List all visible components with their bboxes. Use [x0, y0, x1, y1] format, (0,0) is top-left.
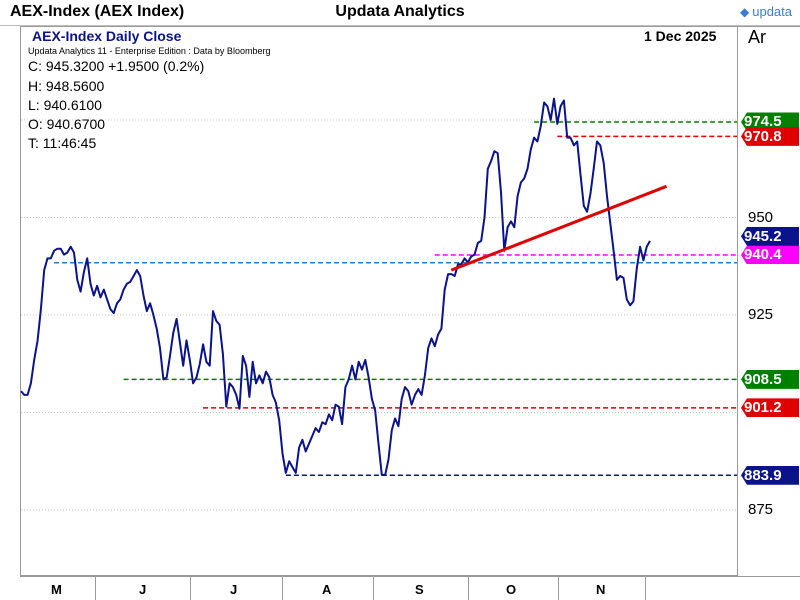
price-line [20, 97, 651, 476]
updata-logo: ◆ updata [740, 4, 792, 19]
updata-logo-text: updata [752, 4, 792, 19]
month-label: M [51, 582, 62, 597]
month-label: S [415, 582, 424, 597]
app-title: Updata Analytics [335, 3, 465, 20]
month-separator [645, 577, 646, 600]
updata-logo-icon: ◆ [740, 5, 750, 19]
y-tick-label: 925 [748, 306, 774, 323]
trend-line [450, 184, 668, 272]
level-tag-support-901: 901.2 [741, 398, 799, 418]
chart-title: AEX-Index Daily Close [32, 28, 182, 44]
axis-header: Ar [748, 27, 766, 47]
chart-subtitle: Updata Analytics 11 - Enterprise Edition… [28, 46, 271, 56]
level-tag-pink-940: 940.4 [741, 245, 799, 265]
y-tick-label: 950 [748, 208, 774, 226]
title-bar [0, 0, 800, 26]
month-label: N [596, 582, 606, 597]
month-separator [373, 577, 374, 600]
month-separator [558, 577, 559, 600]
month-separator [95, 577, 96, 600]
month-label: O [506, 582, 517, 597]
month-separator [190, 577, 191, 600]
month-label: J [139, 582, 147, 597]
month-separator [282, 577, 283, 600]
price-axis-panel[interactable] [738, 26, 800, 576]
chart-date: 1 Dec 2025 [644, 28, 717, 44]
low-readout: L: 940.6100 [28, 97, 102, 113]
month-separator [468, 577, 469, 600]
time-readout: T: 11:46:45 [28, 135, 97, 151]
level-tag-resistance-974: 974.5 [741, 112, 799, 132]
level-tag-low-883: 883.9 [741, 465, 799, 485]
instrument-title: AEX-Index (AEX Index) [10, 3, 185, 20]
level-tag-support-908: 908.5 [741, 369, 799, 389]
level-tag-resistance-970: 970.8 [741, 126, 799, 146]
date-axis[interactable] [20, 576, 800, 600]
month-label: J [230, 582, 238, 597]
month-label: A [322, 582, 332, 597]
y-tick-label: 875 [748, 501, 774, 518]
close-readout: C: 945.3200 +1.9500 (0.2%) [28, 58, 205, 74]
high-readout: H: 948.5600 [28, 78, 105, 94]
chart-area[interactable] [20, 26, 738, 576]
current-price-tag: 945.2 [741, 226, 799, 246]
open-readout: O: 940.6700 [28, 116, 106, 132]
